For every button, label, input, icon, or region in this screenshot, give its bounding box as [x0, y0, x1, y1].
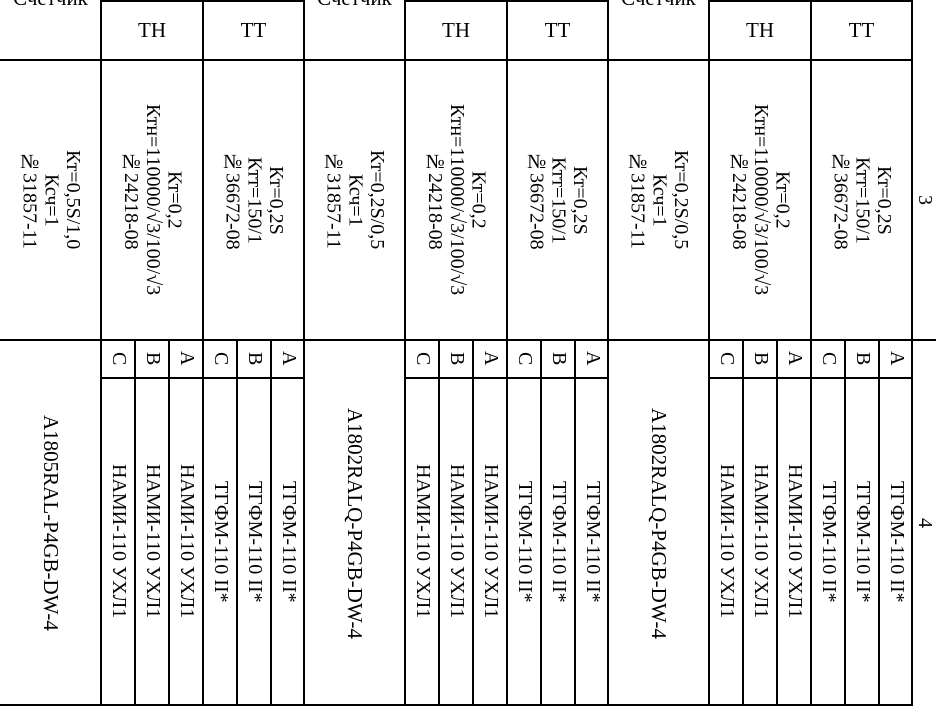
meter-header: Счетчик [608, 0, 709, 60]
phase-model: НАМИ-110 УХЛ1 [411, 464, 434, 619]
grid-line [574, 340, 576, 706]
phase-model: НАМИ-110 УХЛ1 [749, 464, 772, 619]
grid-line [100, 0, 102, 706]
ct-header: ТТ [544, 17, 571, 42]
grid-line [438, 340, 440, 706]
grid-line [404, 0, 406, 706]
grid-line [911, 0, 913, 706]
grid-line [101, 377, 203, 379]
grid-line [810, 0, 812, 706]
phase-label: C [715, 351, 738, 366]
phase-model: НАМИ-110 УХЛ1 [445, 464, 468, 619]
meter-info: Кт=0,2S/0,5 Ксч=1 №31857-11 [322, 150, 388, 250]
vt-info: Кт=0,2 Ктн=110000/√3/100/√3 №24218-08 [424, 104, 490, 296]
phase-model: ТГФМ-110 II* [277, 480, 300, 603]
phase-model: ТГФМ-110 II* [817, 480, 840, 603]
phase-model: НАМИ-110 УХЛ1 [783, 464, 806, 619]
phase-label: C [107, 351, 130, 366]
grid-line [405, 377, 507, 379]
phase-model: ТГФМ-110 II* [851, 480, 874, 603]
grid-line [708, 0, 710, 706]
grid-line [202, 0, 204, 706]
meter-model: A1802RALQ-P4GB-DW-4 [646, 407, 671, 639]
meter-header: Счетчик [0, 0, 101, 60]
phase-label: C [411, 351, 434, 366]
column-number-4: 4 [913, 518, 936, 528]
grid-line [709, 0, 912, 2]
grid-line [0, 59, 912, 61]
grid-line [472, 340, 474, 706]
phase-label: B [445, 351, 468, 366]
vt-info: Кт=0,2 Ктн=110000/√3/100/√3 №24218-08 [728, 104, 794, 296]
phase-label: B [141, 351, 164, 366]
grid-line [844, 340, 846, 706]
vt-header: ТН [746, 17, 774, 42]
grid-line [203, 377, 305, 379]
grid-line [742, 340, 744, 706]
phase-label: C [513, 351, 536, 366]
meter-info: Кт=0,2S/0,5 Ксч=1 №31857-11 [626, 150, 692, 250]
phase-label: B [547, 351, 570, 366]
meter-model: A1802RALQ-P4GB-DW-4 [342, 407, 367, 639]
grid-line [134, 340, 136, 706]
grid-line [0, 339, 936, 341]
grid-line [506, 0, 508, 706]
phase-model: ТГФМ-110 II* [547, 480, 570, 603]
grid-line [270, 340, 272, 706]
meter-model: A1805RAL-P4GB-DW-4 [38, 415, 63, 631]
vt-info: Кт=0,2 Ктн=110000/√3/100/√3 №24218-08 [120, 104, 186, 296]
grid-line [540, 340, 542, 706]
phase-model: ТГФМ-110 II* [243, 480, 266, 603]
phase-label: B [749, 351, 772, 366]
grid-line [709, 377, 811, 379]
phase-label: A [885, 351, 908, 366]
phase-model: НАМИ-110 УХЛ1 [107, 464, 130, 619]
meter-info: Кт=0,5S/1,0 Ксч=1 №31857-11 [18, 150, 84, 250]
grid-line [101, 0, 304, 2]
phase-label: A [175, 351, 198, 366]
grid-line [405, 0, 608, 2]
phase-label: B [851, 351, 874, 366]
grid-line [0, 704, 912, 706]
grid-line [507, 377, 609, 379]
phase-model: НАМИ-110 УХЛ1 [141, 464, 164, 619]
phase-model: ТГФМ-110 II* [885, 480, 908, 603]
phase-model: ТГФМ-110 II* [513, 480, 536, 603]
grid-line [607, 0, 609, 706]
phase-label: C [817, 351, 840, 366]
grid-line [168, 340, 170, 706]
ct-info: Кт=0,2S Ктт=150/1 №36672-08 [221, 150, 287, 250]
grid-line [811, 377, 913, 379]
meter-header: Счетчик [304, 0, 405, 60]
grid-line [776, 340, 778, 706]
ct-header: ТТ [240, 17, 267, 42]
vt-header: ТН [442, 17, 470, 42]
ct-header: ТТ [848, 17, 875, 42]
meter-header-label: Счетчик [304, 0, 405, 11]
phase-model: НАМИ-110 УХЛ1 [715, 464, 738, 619]
ct-info: Кт=0,2S Ктт=150/1 №36672-08 [829, 150, 895, 250]
column-number-3: 3 [913, 195, 936, 205]
phase-model: НАМИ-110 УХЛ1 [479, 464, 502, 619]
vt-header: ТН [138, 17, 166, 42]
phase-label: B [243, 351, 266, 366]
ct-info: Кт=0,2S Ктт=150/1 №36672-08 [525, 150, 591, 250]
phase-model: НАМИ-110 УХЛ1 [175, 464, 198, 619]
phase-label: C [209, 351, 232, 366]
meter-header-label: Счетчик [0, 0, 101, 11]
phase-model: ТГФМ-110 II* [209, 480, 232, 603]
grid-line [878, 340, 880, 706]
phase-label: A [783, 351, 806, 366]
phase-label: A [479, 351, 502, 366]
grid-line [236, 340, 238, 706]
phase-label: A [581, 351, 604, 366]
phase-model: ТГФМ-110 II* [581, 480, 604, 603]
phase-label: A [277, 351, 300, 366]
meter-header-label: Счетчик [608, 0, 709, 11]
grid-line [303, 0, 305, 706]
